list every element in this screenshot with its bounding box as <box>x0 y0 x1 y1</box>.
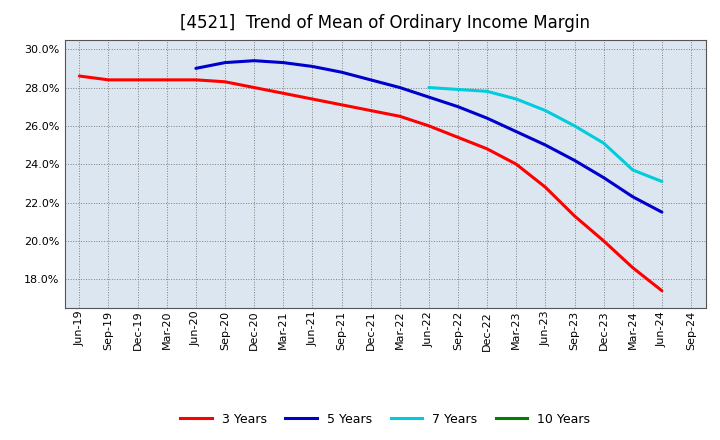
Legend: 3 Years, 5 Years, 7 Years, 10 Years: 3 Years, 5 Years, 7 Years, 10 Years <box>176 407 595 431</box>
Title: [4521]  Trend of Mean of Ordinary Income Margin: [4521] Trend of Mean of Ordinary Income … <box>180 15 590 33</box>
